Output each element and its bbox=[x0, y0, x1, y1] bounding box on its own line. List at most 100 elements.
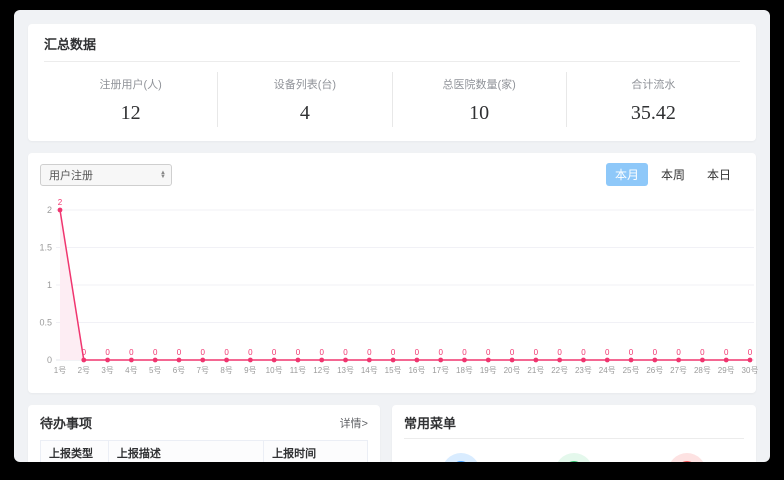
data-point[interactable] bbox=[557, 357, 563, 363]
data-point[interactable] bbox=[676, 357, 682, 363]
data-point[interactable] bbox=[57, 207, 63, 213]
menus-body: 👤 用户列表 🔒 押金退款 ✕ 优惠券 bbox=[404, 453, 744, 462]
x-tick-label: 27号 bbox=[670, 366, 687, 375]
data-point[interactable] bbox=[152, 357, 158, 363]
data-point[interactable] bbox=[462, 357, 467, 363]
data-point[interactable] bbox=[105, 357, 110, 363]
point-value-label: 0 bbox=[510, 348, 515, 357]
point-value-label: 0 bbox=[534, 348, 539, 357]
todo-details-link[interactable]: 详情> bbox=[339, 417, 368, 430]
point-value-label: 0 bbox=[248, 348, 253, 357]
data-point[interactable] bbox=[485, 357, 491, 363]
data-point[interactable] bbox=[438, 357, 444, 363]
point-value-label: 0 bbox=[700, 348, 705, 357]
x-tick-label: 4号 bbox=[125, 366, 137, 375]
x-tick-label: 12号 bbox=[313, 366, 330, 375]
data-point[interactable] bbox=[176, 357, 182, 363]
x-tick-label: 18号 bbox=[456, 366, 473, 375]
data-point[interactable] bbox=[271, 357, 277, 363]
x-tick-label: 2号 bbox=[78, 366, 90, 375]
x-tick-label: 20号 bbox=[504, 366, 521, 375]
x-tick-label: 16号 bbox=[408, 366, 425, 375]
point-value-label: 0 bbox=[462, 348, 467, 357]
point-value-label: 0 bbox=[201, 348, 206, 357]
menu-item-coupons[interactable]: ✕ 优惠券 bbox=[631, 453, 744, 462]
todo-table-header: 上报类型 上报描述 上报时间 bbox=[40, 440, 368, 462]
col-report-time: 上报时间 bbox=[263, 440, 368, 462]
data-point[interactable] bbox=[747, 357, 753, 363]
y-tick-label: 0 bbox=[47, 355, 52, 365]
col-report-type: 上报类型 bbox=[40, 440, 109, 462]
stat-label: 设备列表(台) bbox=[273, 79, 337, 91]
range-button-day[interactable]: 本日 bbox=[706, 168, 731, 182]
x-tick-label: 7号 bbox=[197, 366, 209, 375]
stat-label: 总医院数量(家) bbox=[442, 79, 516, 91]
data-point[interactable] bbox=[723, 357, 729, 363]
point-value-label: 0 bbox=[272, 348, 277, 357]
point-value-label: 0 bbox=[557, 348, 562, 357]
summary-card: 汇总数据 注册用户(人) 12 设备列表(台) 4 总医院数量(家) 10 合计… bbox=[28, 24, 756, 141]
data-point[interactable] bbox=[366, 357, 372, 363]
point-value-label: 0 bbox=[653, 348, 658, 357]
stat-value: 10 bbox=[469, 102, 490, 124]
data-point[interactable] bbox=[247, 357, 253, 363]
x-tick-label: 1号 bbox=[54, 366, 66, 375]
menu-item-user-list[interactable]: 👤 用户列表 bbox=[404, 453, 517, 462]
data-point[interactable] bbox=[604, 357, 610, 363]
registration-line-chart[interactable]: 0 0.5 1 1.5 2 2 1号 0 2号 0 3号 0 4号 0 5号 0 6号 0 7号 0 8号 0 9号 0 10号… bbox=[38, 192, 758, 399]
point-value-label: 0 bbox=[296, 348, 301, 357]
x-tick-label: 29号 bbox=[718, 366, 735, 375]
point-value-label: 0 bbox=[105, 348, 110, 357]
x-tick-label: 25号 bbox=[623, 366, 640, 375]
metric-select-value: 用户注册 bbox=[49, 169, 93, 182]
x-tick-label: 11号 bbox=[290, 366, 306, 375]
data-point[interactable] bbox=[295, 357, 301, 363]
x-tick-label: 15号 bbox=[385, 366, 402, 375]
data-point[interactable] bbox=[319, 357, 325, 363]
data-point[interactable] bbox=[81, 357, 87, 363]
menu-item-deposit-refund[interactable]: 🔒 押金退款 bbox=[517, 453, 630, 462]
x-tick-label: 19号 bbox=[480, 366, 497, 375]
select-spinner-icon: ▲ ▼ bbox=[160, 169, 166, 180]
metric-select[interactable]: 用户注册 ▲ ▼ bbox=[40, 163, 172, 186]
point-value-label: 0 bbox=[82, 348, 87, 357]
point-value-label: 0 bbox=[676, 348, 681, 357]
todo-card: 待办事项 详情> 上报类型 上报描述 上报时间 锁损坏 可口可乐了 201 bbox=[28, 405, 380, 462]
data-point[interactable] bbox=[200, 357, 206, 363]
y-tick-label: 0.5 bbox=[39, 318, 52, 328]
point-value-label: 0 bbox=[415, 348, 420, 357]
range-button-month[interactable]: 本月 bbox=[605, 163, 648, 186]
stat-device-list: 设备列表(台) 4 bbox=[218, 72, 393, 127]
point-value-label: 0 bbox=[391, 348, 396, 357]
x-tick-label: 13号 bbox=[337, 366, 354, 375]
point-value-label: 0 bbox=[367, 348, 372, 357]
x-tick-label: 8号 bbox=[220, 366, 232, 375]
range-button-week[interactable]: 本周 bbox=[660, 168, 685, 182]
point-value-label: 0 bbox=[486, 348, 491, 357]
x-tick-label: 24号 bbox=[599, 366, 616, 375]
x-tick-label: 22号 bbox=[551, 366, 568, 375]
x-tick-label: 6号 bbox=[173, 366, 185, 375]
todo-header: 待办事项 详情> bbox=[40, 413, 368, 438]
data-point[interactable] bbox=[343, 357, 348, 363]
point-value-label: 0 bbox=[343, 348, 348, 357]
todo-title: 待办事项 bbox=[40, 416, 93, 431]
data-point[interactable] bbox=[224, 357, 229, 363]
x-tick-label: 30号 bbox=[742, 366, 759, 375]
data-point[interactable] bbox=[700, 357, 705, 363]
data-point[interactable] bbox=[390, 357, 396, 363]
data-point[interactable] bbox=[628, 357, 634, 363]
stat-hospital-count: 总医院数量(家) 10 bbox=[393, 72, 567, 127]
data-point[interactable] bbox=[581, 357, 586, 363]
data-point[interactable] bbox=[509, 357, 515, 363]
data-point[interactable] bbox=[533, 357, 539, 363]
data-point[interactable] bbox=[652, 357, 658, 363]
point-value-label: 0 bbox=[153, 348, 158, 357]
point-value-label: 0 bbox=[319, 348, 324, 357]
data-point[interactable] bbox=[128, 357, 134, 363]
x-tick-label: 3号 bbox=[101, 366, 113, 375]
data-point[interactable] bbox=[414, 357, 420, 363]
x-tick-label: 21号 bbox=[527, 366, 544, 375]
summary-title: 汇总数据 bbox=[44, 37, 97, 52]
point-value-label: 0 bbox=[581, 348, 586, 357]
